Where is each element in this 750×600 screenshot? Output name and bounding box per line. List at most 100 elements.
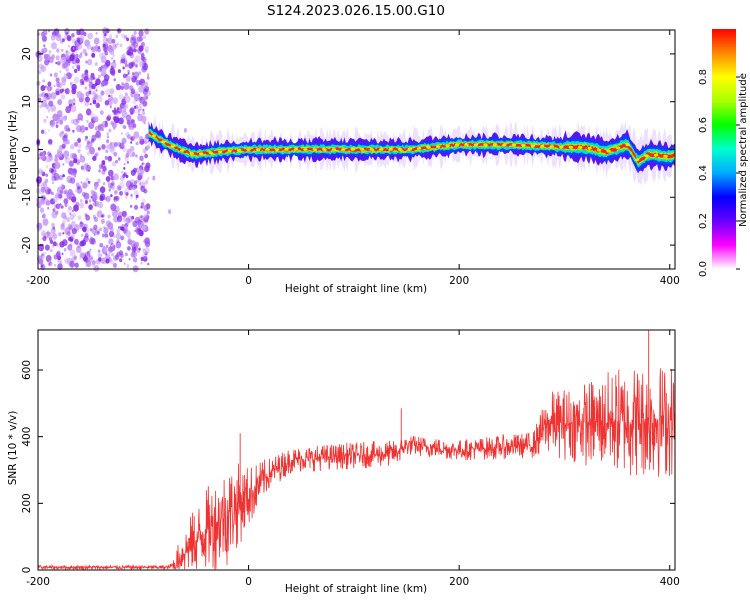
spectrogram-noise-blob <box>130 251 136 258</box>
spectrogram-noise-blob <box>84 200 88 204</box>
spectrogram-noise-blob <box>145 96 148 100</box>
spectrogram-ridge-peak <box>521 143 526 147</box>
spectrogram-noise-blob <box>72 47 75 50</box>
spectrogram-noise-blob <box>73 255 78 260</box>
spectrogram-noise-blob <box>96 210 103 218</box>
spectrogram-noise-blob <box>65 75 69 79</box>
spectrogram-noise-blob <box>135 111 138 114</box>
spectrogram-ridge-peak <box>454 143 460 147</box>
spectrogram-noise-blob <box>45 155 51 163</box>
spectrogram-noise-blob <box>143 121 146 125</box>
spectrogram-noise-blob <box>115 241 122 249</box>
spectrogram-noise-blob <box>141 110 146 116</box>
spectrogram-noise-blob <box>110 94 113 99</box>
spectrogram-noise-blob <box>118 191 122 195</box>
spectrogram-noise-blob <box>101 144 106 150</box>
spectrogram-ridge-peak <box>663 154 668 158</box>
spectrogram-noise-blob <box>86 140 91 145</box>
spectrogram-noise-blob <box>46 115 49 119</box>
spectrogram-noise-blob <box>140 185 146 193</box>
spectrogram-noise-blob <box>73 158 78 164</box>
spectrogram-ridge <box>148 114 675 215</box>
spectrogram-noise-blob <box>62 81 66 86</box>
spectrogram-noise-blob <box>135 36 141 44</box>
colorbar-tick-label: 0.0 <box>698 261 709 277</box>
spectrogram-ridge-peak <box>435 145 441 149</box>
spectrogram-y-tick-label: 20 <box>21 47 33 60</box>
spectrogram-noise-blob <box>111 109 115 113</box>
spectrogram-noise-blob <box>40 199 45 205</box>
spectrogram-noise-blob <box>126 37 130 42</box>
spectrogram-noise-blob <box>73 230 77 234</box>
spectrogram-noise-blob <box>90 189 94 194</box>
spectrogram-noise-blob <box>47 81 52 87</box>
spectrogram-noise-blob <box>44 131 47 135</box>
spectrogram-ridge-peak <box>161 140 166 144</box>
spectrogram-noise-blob <box>104 51 109 56</box>
spectrogram-noise-blob <box>125 131 130 138</box>
spectrogram-noise-blob <box>52 241 57 247</box>
spectrogram-noise-blob <box>99 186 106 194</box>
spectrogram-noise-blob <box>119 142 125 150</box>
spectrogram-noise-blob <box>105 149 109 154</box>
spectrogram-noise-blob <box>47 188 52 194</box>
spectrogram-noise-blob <box>52 113 59 122</box>
spectrogram-noise-blob <box>100 218 105 224</box>
spectrogram-noise-blob <box>91 260 96 265</box>
spectrogram-noise-blob <box>109 227 114 233</box>
spectrogram-noise-blob <box>102 166 107 172</box>
spectrogram-noise-blob <box>113 59 116 63</box>
spectrogram-noise-blob <box>73 76 80 84</box>
spectrogram-noise-blob <box>80 233 84 237</box>
spectrogram-noise-blob <box>59 88 64 94</box>
spectrogram-noise-blob <box>84 138 88 141</box>
spectrogram-noise-blob <box>46 85 52 92</box>
spectrogram-noise-blob <box>119 60 123 64</box>
spectrogram-noise-blob <box>42 236 47 242</box>
spectrogram-noise-blob <box>43 44 46 48</box>
spectrogram-noise-blob <box>97 249 101 253</box>
spectrogram-noise-blob <box>109 105 112 109</box>
spectrogram-noise-blob <box>97 201 104 209</box>
colorbar-tick-label: 0.2 <box>698 213 709 229</box>
spectrogram-noise-blob <box>76 186 83 194</box>
spectrogram-noise-blob <box>48 155 54 161</box>
spectrogram-noise-blob <box>56 117 62 124</box>
spectrogram-ridge-peak <box>445 144 450 148</box>
spectrogram-y-tick-label: -10 <box>21 189 33 206</box>
spectrogram-noise-blob <box>44 244 50 251</box>
spectrogram-noise-blob <box>95 102 100 109</box>
snr-x-tick-label: 0 <box>245 576 252 588</box>
spectrogram-ridge-peak <box>530 144 536 148</box>
spectrogram-noise-blob <box>39 152 43 157</box>
spectrogram-noise-blob <box>97 178 101 184</box>
spectrogram-noise-blob <box>45 200 51 206</box>
spectrogram-noise-blob <box>104 233 109 238</box>
spectrogram-noise-blob <box>90 112 95 119</box>
spectrogram-ridge-peak <box>208 151 213 155</box>
spectrogram-noise-blob <box>121 210 127 218</box>
spectrogram-noise-blob <box>45 179 48 183</box>
spectrogram-noise-blob <box>139 103 142 107</box>
spectrogram-noise-blob <box>97 123 104 131</box>
spectrogram-noise-blob <box>69 260 75 268</box>
spectrogram-noise-blob <box>80 52 83 56</box>
spectrogram-noise-blob <box>46 186 49 190</box>
spectrogram-ridge-peak <box>246 148 251 151</box>
spectrogram-ridge-peak <box>653 153 659 157</box>
spectrogram-noise-blob <box>71 220 76 227</box>
spectrogram-noise-blob <box>113 78 116 82</box>
spectrogram-noise-blob <box>63 150 70 158</box>
spectrogram-noise-blob <box>76 91 81 97</box>
spectrogram-noise-blob <box>137 168 143 176</box>
spectrogram-noise-blob <box>50 92 57 100</box>
spectrogram-noise-blob <box>133 71 140 79</box>
colorbar: 0.0 0.2 0.4 0.6 0.8 Normalized spectral ampl… <box>698 29 749 277</box>
spectrogram-noise-blob <box>130 169 136 176</box>
spectrogram-noise-blob <box>90 47 94 50</box>
spectrogram-noise-blob <box>105 253 108 256</box>
spectrogram-noise-blob <box>98 257 102 262</box>
spectrogram-stray-blob <box>183 127 187 133</box>
spectrogram-ridge-peak <box>578 145 583 149</box>
